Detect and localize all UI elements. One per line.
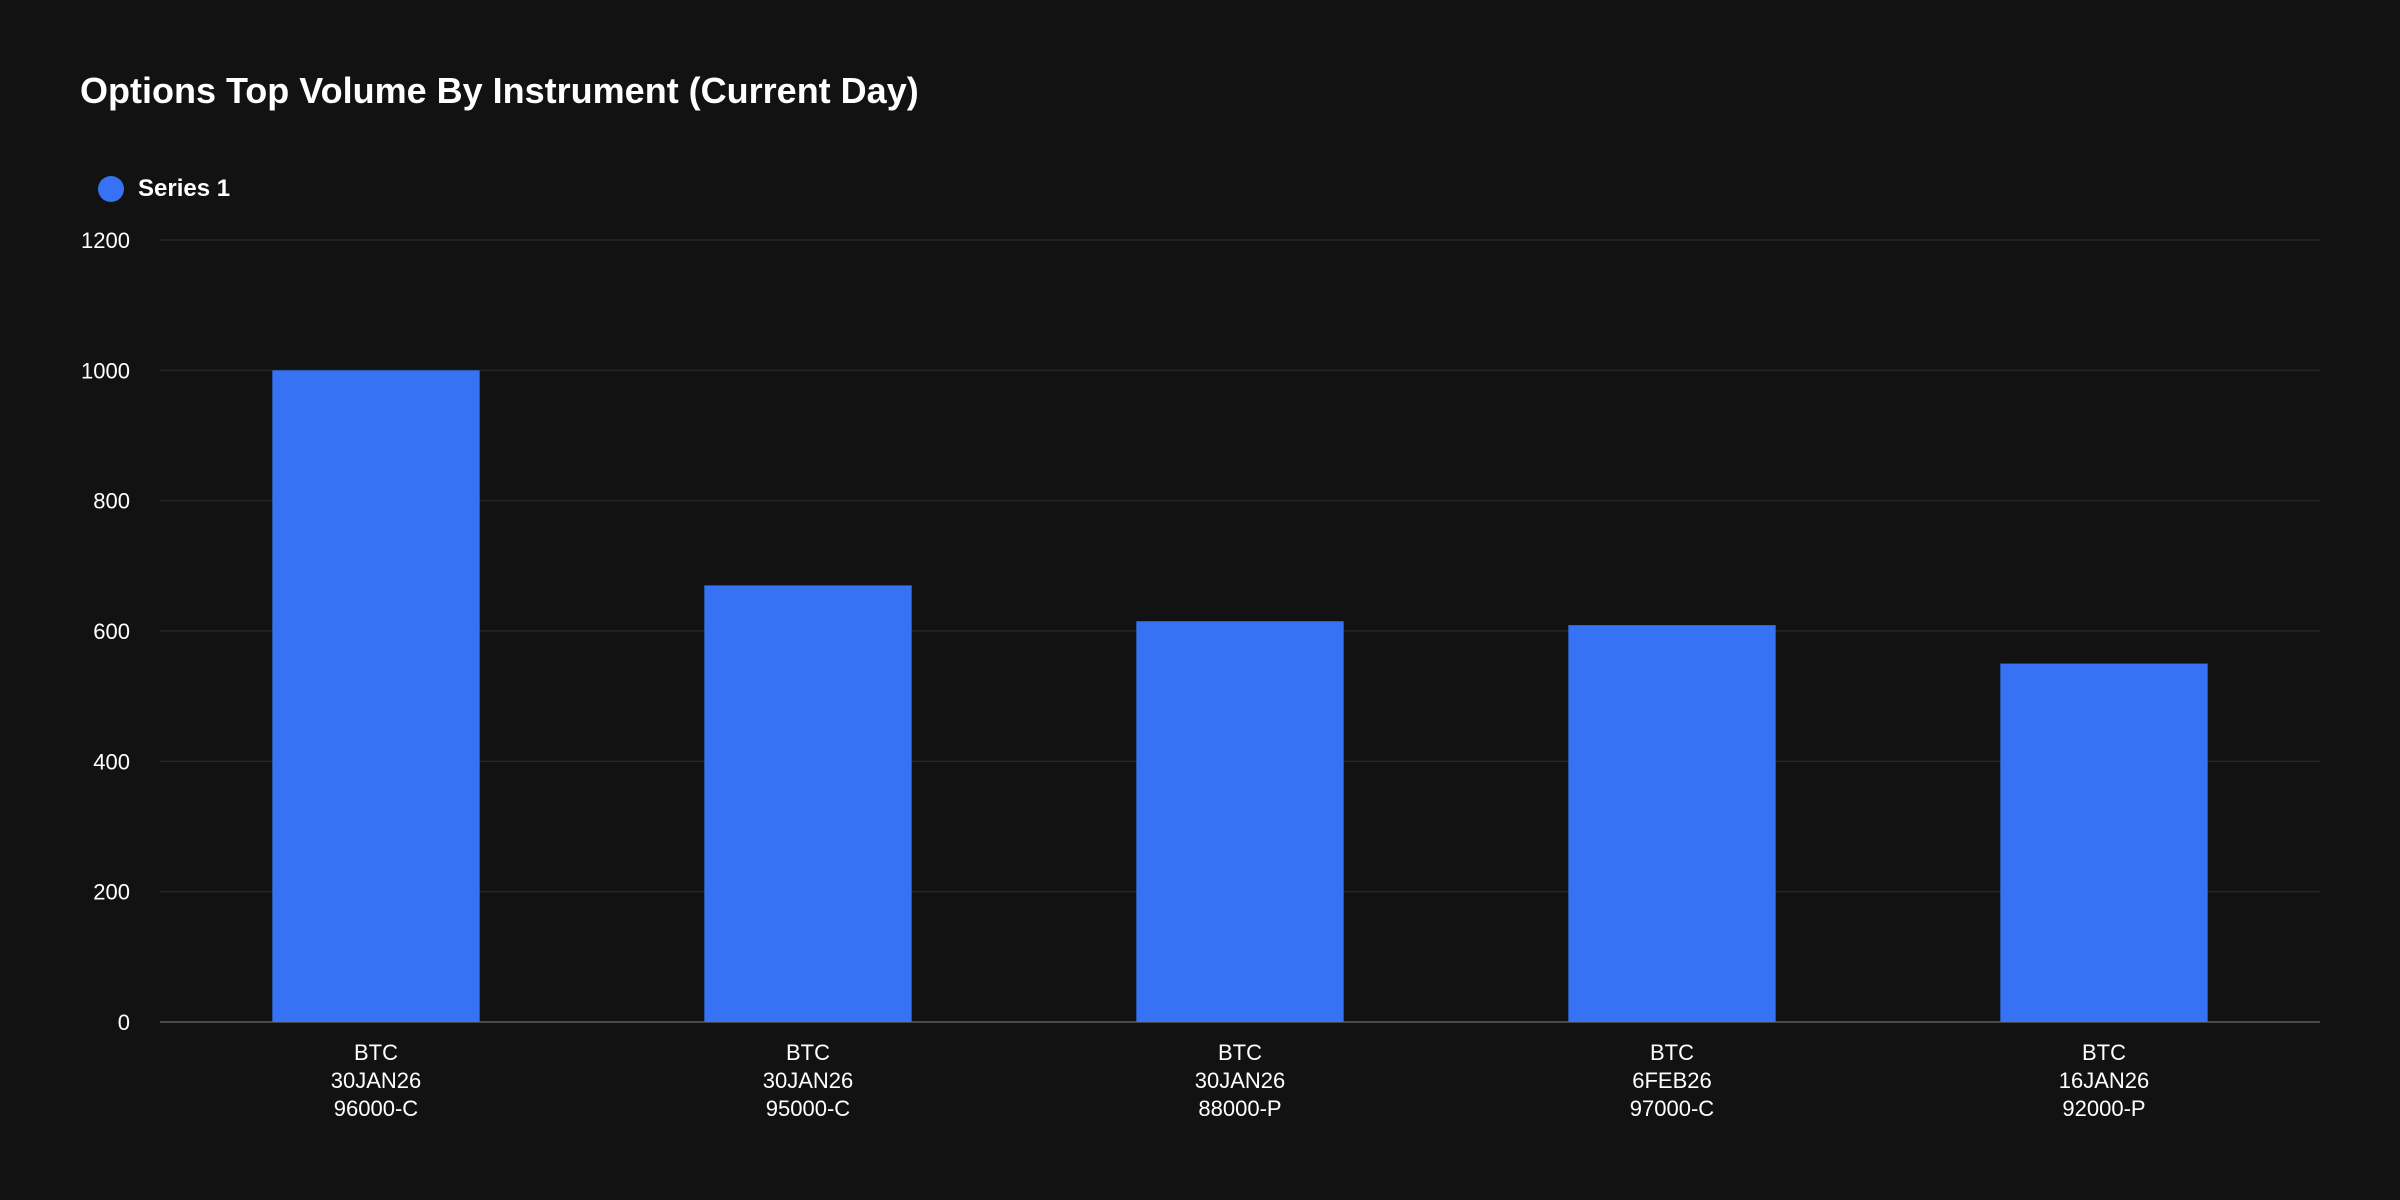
y-tick-label-800: 800 — [93, 489, 130, 514]
x-tick-label-3-line-2: 30JAN26 — [1195, 1068, 1286, 1093]
x-tick-label-1-line-2: 30JAN26 — [331, 1068, 422, 1093]
x-tick-label-2-line-1: BTC — [786, 1040, 830, 1065]
y-tick-label-600: 600 — [93, 619, 130, 644]
legend-swatch-series-1 — [98, 176, 124, 202]
y-tick-label-200: 200 — [93, 880, 130, 905]
chart-title: Options Top Volume By Instrument (Curren… — [80, 70, 919, 111]
bar-3[interactable] — [1136, 621, 1344, 1022]
legend-label-series-1[interactable]: Series 1 — [138, 175, 231, 202]
y-tick-label-1200: 1200 — [81, 228, 130, 253]
x-tick-label-5-line-1: BTC — [2082, 1040, 2126, 1065]
y-tick-label-400: 400 — [93, 749, 130, 774]
legend: Series 1 — [98, 175, 230, 203]
x-tick-label-2-line-2: 30JAN26 — [763, 1068, 854, 1093]
x-tick-label-1-line-1: BTC — [354, 1040, 398, 1065]
bar-1[interactable] — [272, 370, 480, 1022]
bar-2[interactable] — [704, 585, 912, 1022]
y-tick-label-1000: 1000 — [81, 358, 130, 383]
y-tick-label-0: 0 — [118, 1010, 130, 1035]
x-tick-label-1-line-3: 96000-C — [334, 1096, 419, 1121]
x-tick-label-5-line-2: 16JAN26 — [2059, 1068, 2150, 1093]
x-tick-label-2-line-3: 95000-C — [766, 1096, 851, 1121]
bar-4[interactable] — [1568, 625, 1776, 1022]
x-tick-label-4-line-2: 6FEB26 — [1632, 1068, 1712, 1093]
bar-5[interactable] — [2000, 663, 2208, 1022]
x-tick-label-4-line-1: BTC — [1650, 1040, 1694, 1065]
x-tick-label-4-line-3: 97000-C — [1630, 1096, 1715, 1121]
x-tick-label-5-line-3: 92000-P — [2062, 1096, 2145, 1121]
x-tick-label-3-line-3: 88000-P — [1198, 1096, 1281, 1121]
x-tick-label-3-line-1: BTC — [1218, 1040, 1262, 1065]
